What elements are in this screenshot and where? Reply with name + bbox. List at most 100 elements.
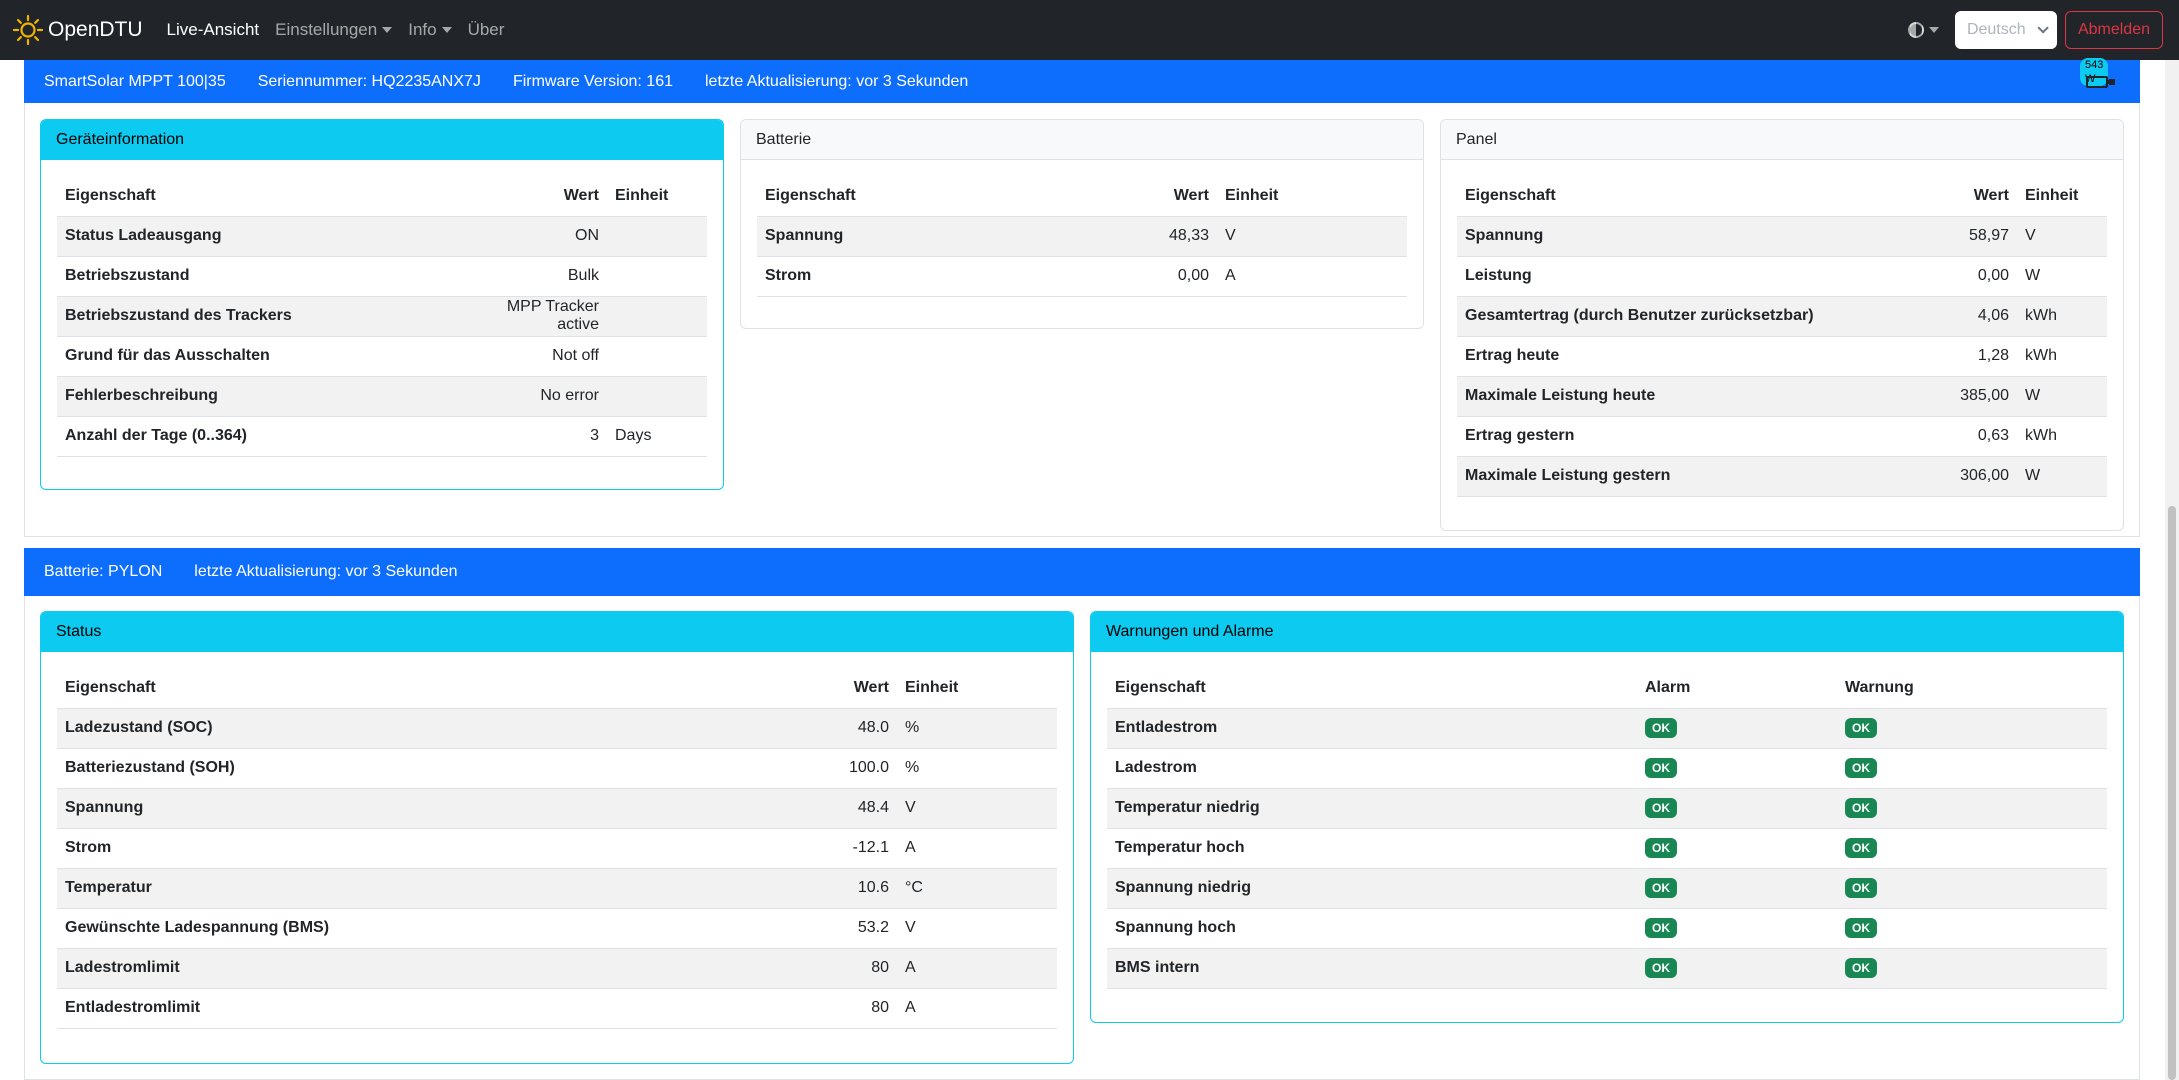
battery-card: Batterie Eigenschaft Wert Einheit Spannu… [740,119,1424,329]
caret-down-icon [441,27,452,33]
warning-status-badge: OK [1845,758,1877,778]
warning-status-badge: OK [1845,718,1877,738]
col-header: Eigenschaft [57,176,457,217]
card-title: Warnungen und Alarme [1091,612,2123,652]
row-value: No error [457,376,607,417]
scrollbar-thumb[interactable] [2168,506,2176,1080]
row-unit: A [897,988,1057,1029]
alarm-status-badge: OK [1645,758,1677,778]
row-property: Gewünschte Ladespannung (BMS) [57,908,747,949]
row-value: 80 [747,988,897,1029]
row-property: Strom [57,828,747,869]
mppt-serial: Seriennummer: HQ2235ANX7J [257,72,481,90]
row-property: Temperatur niedrig [1107,788,1637,829]
table-row: Spannung hoch OK OK [1107,908,2107,949]
row-value: 10.6 [747,868,897,909]
row-property: Spannung [57,788,747,829]
table-row: Ertrag gestern 0,63 kWh [1457,416,2107,457]
row-property: Maximale Leistung gestern [1457,456,1867,497]
warning-status-badge: OK [1845,918,1877,938]
row-value: 100.0 [747,748,897,789]
row-property: Ertrag heute [1457,336,1867,377]
table-row: Maximale Leistung gestern 306,00 W [1457,456,2107,497]
table-row: Betriebszustand des Trackers MPP Tracker … [57,296,707,337]
table-row: Strom 0,00 A [757,256,1407,297]
page-scrollbar[interactable] [2165,60,2179,1080]
warning-status-badge: OK [1845,798,1877,818]
row-property: Ladestrom [1107,748,1637,789]
card-title: Geräteinformation [41,120,723,160]
nav-settings-dropdown[interactable]: Einstellungen [275,20,393,40]
alarms-card: Warnungen und Alarme Eigenschaft Alarm W… [1090,611,2124,1023]
col-header: Einheit [897,668,1057,709]
row-property: Anzahl der Tage (0..364) [57,416,457,457]
row-value: ON [457,216,607,257]
table-row: Entladestrom OK OK [1107,708,2107,749]
row-value: -12.1 [747,828,897,869]
row-property: Temperatur hoch [1107,828,1637,869]
row-property: Betriebszustand des Trackers [57,296,457,337]
power-badge: 543 W [2080,58,2109,86]
table-row: Betriebszustand Bulk [57,256,707,297]
row-property: Maximale Leistung heute [1457,376,1867,417]
row-value: 58,97 [1867,216,2017,257]
table-row: Gewünschte Ladespannung (BMS) 53.2 V [57,908,1057,949]
table-row: Maximale Leistung heute 385,00 W [1457,376,2107,417]
mppt-frame [24,103,2140,537]
caret-down-icon [1928,27,1939,33]
warning-status-badge: OK [1845,958,1877,978]
table-row: Status Ladeausgang ON [57,216,707,257]
row-value: 53.2 [747,908,897,949]
row-unit [607,376,707,417]
nav-info-label: Info [408,20,437,39]
card-title: Batterie [741,120,1423,160]
col-header: Eigenschaft [1457,176,1867,217]
table-row: Fehlerbeschreibung No error [57,376,707,417]
alarm-status-badge: OK [1645,918,1677,938]
row-unit: °C [897,868,1057,909]
mppt-firmware: Firmware Version: 161 [512,72,673,90]
row-unit: V [897,788,1057,829]
row-unit: kWh [2017,336,2107,377]
col-header: Einheit [607,176,707,217]
row-unit: V [1217,216,1407,257]
row-property: Strom [757,256,1067,297]
row-unit [607,216,707,257]
table-row: Anzahl der Tage (0..364) 3 Days [57,416,707,457]
row-value: 0,00 [1067,256,1217,297]
row-unit: kWh [2017,296,2107,337]
col-header: Wert [1867,176,2017,217]
table-row: BMS intern OK OK [1107,948,2107,989]
row-unit [607,256,707,297]
row-unit: W [2017,256,2107,297]
col-header: Wert [457,176,607,217]
col-header: Eigenschaft [57,668,747,709]
panel-table: Eigenschaft Wert Einheit Spannung 58,97 V … [1457,176,2107,497]
battery-table: Eigenschaft Wert Einheit Spannung 48,33 V … [757,176,1407,297]
chevron-down-icon [2037,22,2049,34]
table-row: Temperatur hoch OK OK [1107,828,2107,869]
row-property: Ladestromlimit [57,948,747,989]
language-select[interactable]: Deutsch [1954,11,2057,49]
nav-about[interactable]: Über [467,20,505,39]
mppt-last-update: letzte Aktualisierung: vor 3 Sekunden [705,72,969,90]
table-row: Spannung 58,97 V [1457,216,2107,257]
row-value: 385,00 [1867,376,2017,417]
table-row: Strom -12.1 A [57,828,1057,869]
table-row: Temperatur niedrig OK OK [1107,788,2107,829]
table-row: Ladezustand (SOC) 48.0% [57,708,1057,749]
nav-info-dropdown[interactable]: Info [408,20,452,40]
theme-toggle[interactable] [1907,22,1939,38]
alarms-table: Eigenschaft Alarm Warnung Entladestrom OK… [1107,668,2107,989]
brand-link[interactable]: OpenDTU [12,14,143,46]
alarm-status-badge: OK [1645,838,1677,858]
row-unit: V [897,908,1057,949]
nav-live-view[interactable]: Live-Ansicht [166,20,260,39]
col-header: Warnung [1837,668,2107,709]
mppt-power-indicator: 543 W [2060,58,2115,92]
logout-button[interactable]: Abmelden [2064,11,2163,49]
warning-status-badge: OK [1845,838,1877,858]
col-header: Einheit [2017,176,2107,217]
row-value: Bulk [457,256,607,297]
row-unit: A [897,828,1057,869]
